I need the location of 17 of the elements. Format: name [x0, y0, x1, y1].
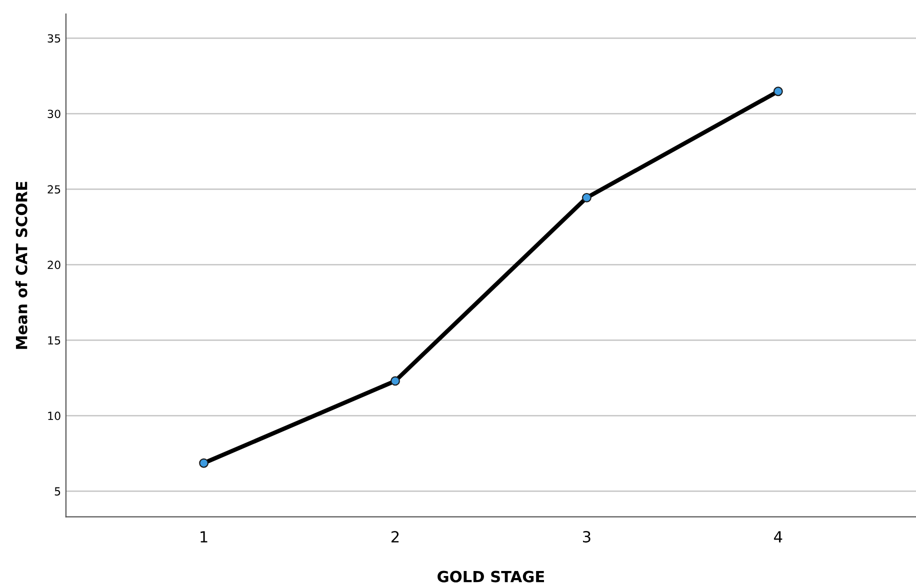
point: [773, 86, 783, 96]
point: [390, 376, 400, 386]
x-tick-label: 1: [200, 531, 208, 542]
y-tick-label: 5: [54, 487, 60, 496]
y-tick-label: 10: [48, 412, 60, 420]
x-tick-label: 3: [583, 531, 590, 543]
y-tick-label: 25: [48, 185, 60, 194]
x-tick-label: 2: [392, 531, 399, 542]
y-tick-label: 35: [48, 34, 60, 43]
x-axis-title: GOLD STAGE: [438, 570, 544, 582]
y-tick-label: 30: [48, 110, 60, 118]
y-axis-title: Mean of CAT SCORE: [16, 182, 28, 349]
x-tick-label: 4: [774, 531, 782, 542]
y-tick-label: 20: [48, 260, 60, 270]
point: [199, 458, 209, 468]
y-tick-label: 15: [48, 336, 60, 345]
point: [582, 192, 592, 202]
